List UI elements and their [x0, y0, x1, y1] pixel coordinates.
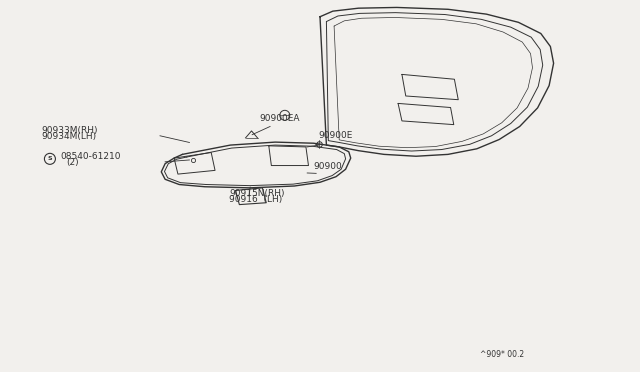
Text: 90933M(RH): 90933M(RH) [42, 126, 98, 135]
Text: ^909* 00.2: ^909* 00.2 [480, 350, 524, 359]
Text: 90934M(LH): 90934M(LH) [42, 132, 97, 141]
Text: 90900: 90900 [314, 162, 342, 171]
Text: S: S [47, 156, 52, 161]
Text: (2): (2) [67, 158, 79, 167]
Text: 90915N(RH): 90915N(RH) [229, 189, 285, 198]
Text: 90900EA: 90900EA [260, 114, 300, 123]
Text: 08540-61210: 08540-61210 [60, 152, 121, 161]
Text: 90916  (LH): 90916 (LH) [229, 195, 282, 204]
Text: 90900E: 90900E [319, 131, 353, 140]
